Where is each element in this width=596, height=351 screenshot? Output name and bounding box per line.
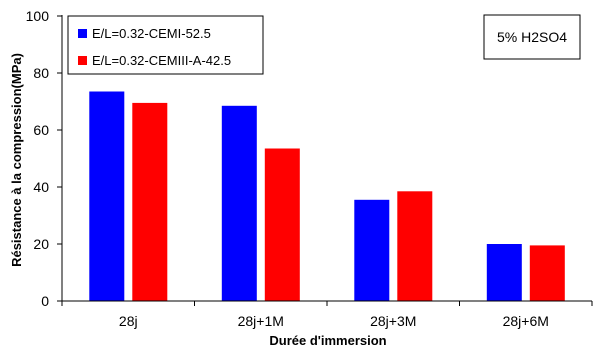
x-tick-label: 28j: [119, 313, 138, 329]
annotation-frame: [483, 14, 581, 60]
legend-swatch-series-2: [78, 56, 87, 65]
x-tick-label: 28j+1M: [238, 313, 284, 329]
y-tick-label: 80: [33, 65, 49, 81]
annotation-box: 5% H2SO4: [483, 14, 581, 60]
x-tick-labels: 28j 28j+1M 28j+3M 28j+6M: [119, 313, 549, 329]
y-tick-label: 100: [26, 8, 50, 24]
x-axis-title: Durée d'immersion: [269, 333, 386, 348]
legend-swatch-series-1: [78, 29, 87, 38]
y-tick-label: 0: [41, 293, 49, 309]
bar-series-2-28j+3M: [397, 191, 433, 301]
legend-frame: [67, 15, 264, 75]
y-tick-label: 60: [33, 122, 49, 138]
bar-series-2-28j+6M: [529, 245, 565, 301]
x-tick-label: 28j+6M: [503, 313, 549, 329]
y-axis-title: Résistance à la compression(MPa): [9, 53, 24, 267]
bar-series-1-28j: [89, 91, 125, 301]
bar-series-1-28j+6M: [486, 244, 522, 301]
y-tick-label: 20: [33, 236, 49, 252]
bar-series-2-28j+1M: [264, 148, 300, 301]
legend: E/L=0.32-CEMI-52.5 E/L=0.32-CEMIII-A-42.…: [67, 15, 264, 75]
bar-series-1-28j+1M: [221, 105, 257, 301]
legend-label-series-1: E/L=0.32-CEMI-52.5: [92, 26, 211, 41]
axes-layer: [57, 15, 593, 306]
y-tick-labels: 0 20 40 60 80 100: [26, 8, 50, 309]
bar-series-2-28j: [132, 102, 168, 302]
y-tick-label: 40: [33, 179, 49, 195]
x-tick-label: 28j+3M: [370, 313, 416, 329]
bar-series-1-28j+3M: [354, 199, 390, 301]
legend-label-series-2: E/L=0.32-CEMIII-A-42.5: [92, 53, 231, 68]
annotation-text: 5% H2SO4: [497, 29, 567, 45]
bars-layer: [89, 91, 565, 302]
